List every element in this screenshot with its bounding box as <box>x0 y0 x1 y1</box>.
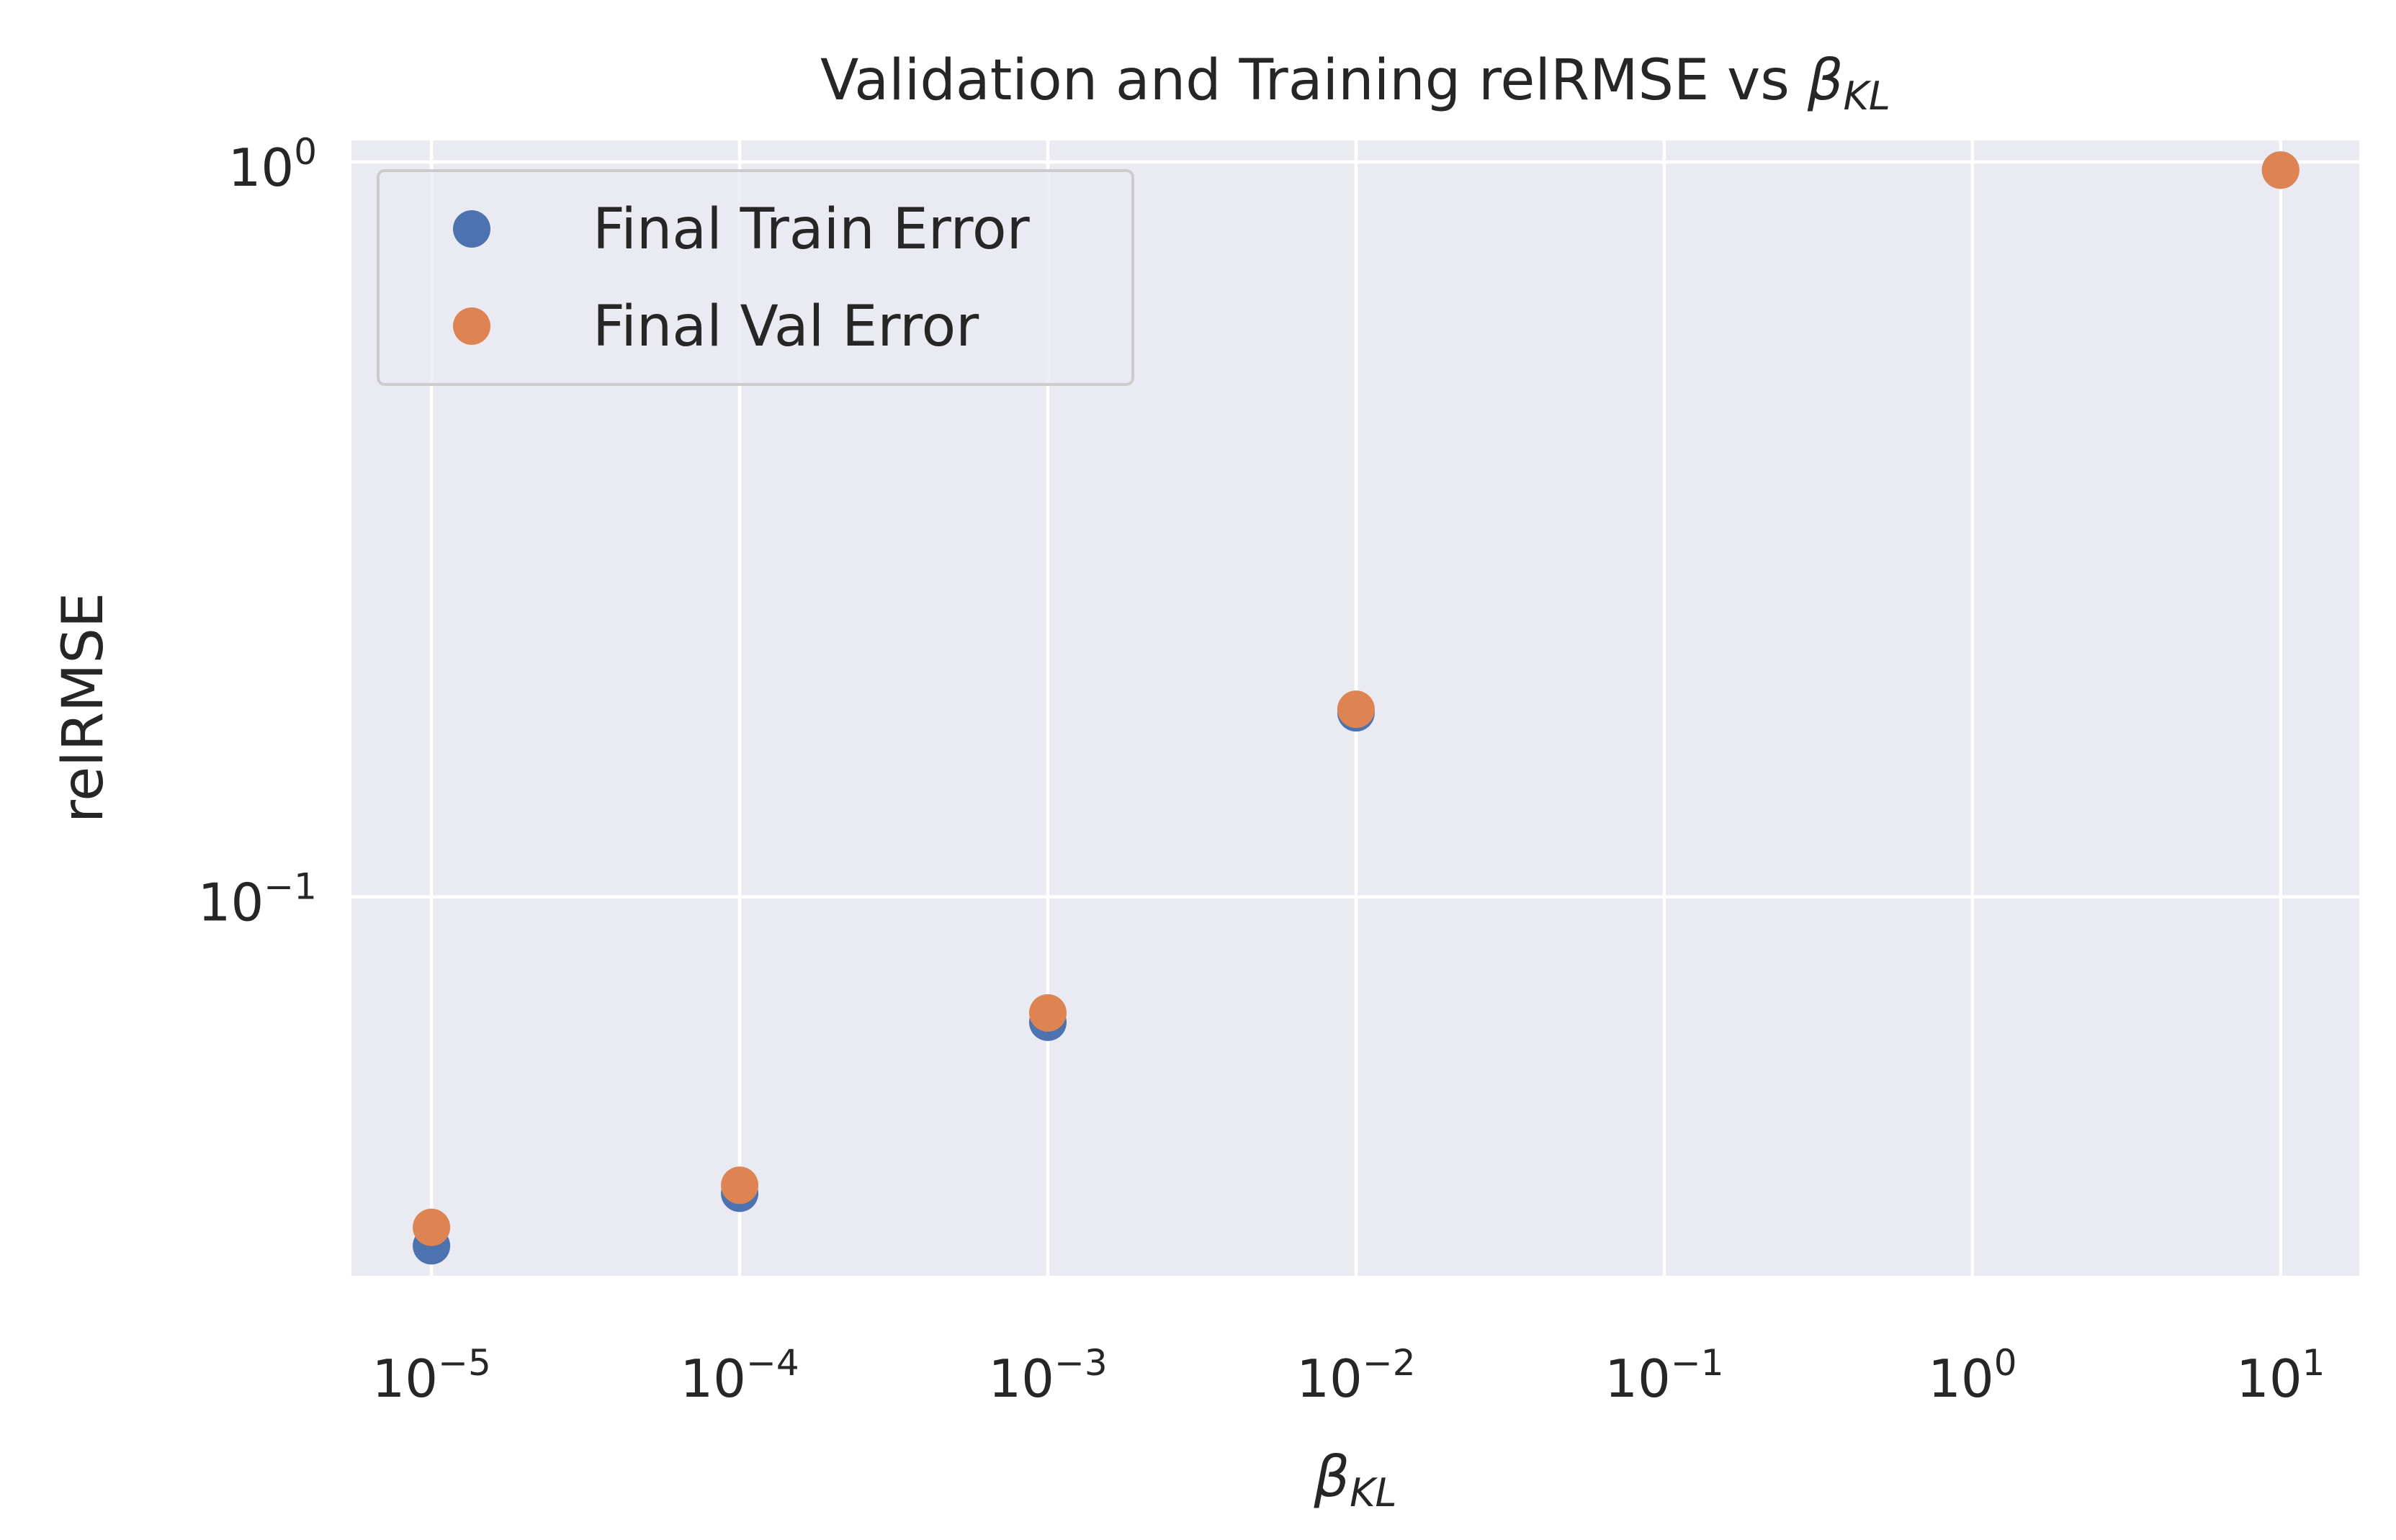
legend-marker-0 <box>453 210 490 248</box>
x-axis-label: βKL <box>1313 1445 1396 1516</box>
point-series1-4 <box>2261 151 2299 189</box>
data-points <box>413 151 2299 1265</box>
legend-box <box>377 169 1134 386</box>
x-tick-label-1: 10−4 <box>680 1342 799 1409</box>
y-axis-label: relRMSE <box>51 593 116 823</box>
x-tick-label-0: 10−5 <box>372 1342 490 1409</box>
chart-title: Validation and Training relRMSE vs βKL <box>820 48 1890 119</box>
legend-label-0: Final Train Error <box>593 197 1031 262</box>
point-series1-3 <box>1337 690 1375 729</box>
y-tick-label-0: 10−1 <box>198 866 317 933</box>
point-series1-0 <box>413 1208 451 1246</box>
point-series1-1 <box>721 1166 759 1204</box>
x-tick-label-3: 10−2 <box>1296 1342 1415 1409</box>
x-tick-label-4: 10−1 <box>1605 1342 1723 1409</box>
x-tick-label-6: 101 <box>2236 1342 2325 1409</box>
x-tick-labels: 10−5 10−4 10−3 10−2 10−1 100 101 <box>372 1342 2325 1409</box>
legend: Final Train Error Final Val Error <box>377 169 1134 386</box>
point-series1-2 <box>1028 994 1067 1032</box>
legend-marker-1 <box>453 307 490 345</box>
y-tick-labels: 10−1 100 <box>198 131 317 933</box>
legend-label-1: Final Val Error <box>593 294 979 359</box>
x-tick-label-2: 10−3 <box>988 1342 1107 1409</box>
x-tick-label-5: 100 <box>1928 1342 2016 1409</box>
y-tick-label-1: 100 <box>228 131 317 198</box>
